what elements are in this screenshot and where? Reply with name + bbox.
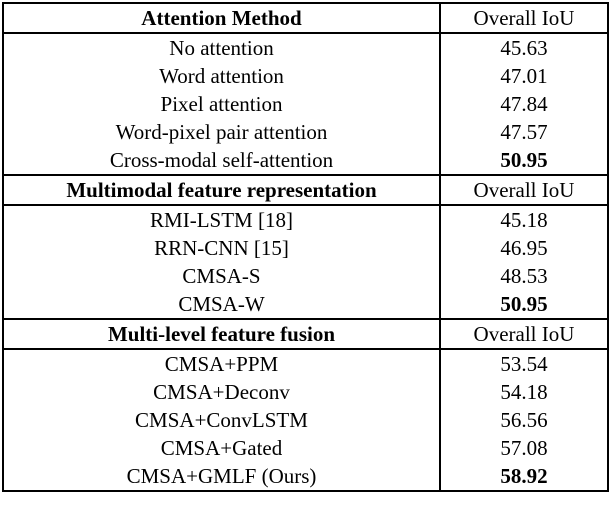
- iou-cell: 45.63: [500, 36, 548, 60]
- section-title-multi-level-feature-fusion: Multi-level feature fusion: [3, 318, 441, 350]
- method-cell: RMI-LSTM [18]: [3, 205, 441, 234]
- iou-cell: 47.01: [500, 64, 548, 88]
- table-row: Pixel attention 47.84: [3, 90, 608, 118]
- method-cell: CMSA+ConvLSTM: [3, 406, 441, 434]
- method-cell: No attention: [3, 33, 441, 62]
- column-header-overall-iou: Overall IoU: [440, 318, 608, 350]
- method-cell: Word-pixel pair attention: [3, 118, 441, 146]
- iou-cell: 46.95: [500, 236, 548, 260]
- method-cell: Cross-modal self-attention: [3, 146, 441, 175]
- table-row: CMSA+ConvLSTM 56.56: [3, 406, 608, 434]
- section-header-row: Multimodal feature representation Overal…: [3, 174, 608, 206]
- method-cell: CMSA+Deconv: [3, 378, 441, 406]
- iou-cell: 57.08: [500, 436, 548, 460]
- table-row: CMSA+GMLF (Ours) 58.92: [3, 462, 608, 491]
- column-header-overall-iou: Overall IoU: [440, 174, 608, 206]
- method-cell: CMSA+Gated: [3, 434, 441, 462]
- section-title-attention-method: Attention Method: [3, 2, 441, 34]
- iou-cell: 53.54: [500, 352, 548, 376]
- iou-cell-best: 58.92: [500, 464, 548, 488]
- table-row: CMSA+Gated 57.08: [3, 434, 608, 462]
- method-cell: CMSA+GMLF (Ours): [3, 462, 441, 491]
- table-row: CMSA-S 48.53: [3, 262, 608, 290]
- table-row: Word attention 47.01: [3, 62, 608, 90]
- iou-cell: 48.53: [500, 264, 548, 288]
- method-cell: CMSA+PPM: [3, 349, 441, 378]
- table-row: CMSA+PPM 53.54: [3, 349, 608, 378]
- section-title-multimodal-feature-representation: Multimodal feature representation: [3, 174, 441, 206]
- iou-cell: 54.18: [500, 380, 548, 404]
- iou-cell: 45.18: [500, 208, 548, 232]
- iou-cell-best: 50.95: [500, 148, 548, 172]
- table-row: RRN-CNN [15] 46.95: [3, 234, 608, 262]
- table-row: RMI-LSTM [18] 45.18: [3, 205, 608, 234]
- method-cell: CMSA-W: [3, 290, 441, 319]
- table-row: Cross-modal self-attention 50.95: [3, 146, 608, 175]
- table-row: No attention 45.63: [3, 33, 608, 62]
- method-cell: RRN-CNN [15]: [3, 234, 441, 262]
- method-cell: Pixel attention: [3, 90, 441, 118]
- column-header-overall-iou: Overall IoU: [440, 2, 608, 34]
- ablation-results-table: Attention Method Overall IoU No attentio…: [2, 2, 609, 492]
- table-row: CMSA-W 50.95: [3, 290, 608, 319]
- section-header-row: Multi-level feature fusion Overall IoU: [3, 318, 608, 350]
- method-cell: CMSA-S: [3, 262, 441, 290]
- iou-cell: 47.57: [500, 120, 548, 144]
- table-row: Word-pixel pair attention 47.57: [3, 118, 608, 146]
- iou-cell: 56.56: [500, 408, 548, 432]
- section-header-row: Attention Method Overall IoU: [3, 2, 608, 34]
- iou-cell-best: 50.95: [500, 292, 548, 316]
- table-row: CMSA+Deconv 54.18: [3, 378, 608, 406]
- method-cell: Word attention: [3, 62, 441, 90]
- iou-cell: 47.84: [500, 92, 548, 116]
